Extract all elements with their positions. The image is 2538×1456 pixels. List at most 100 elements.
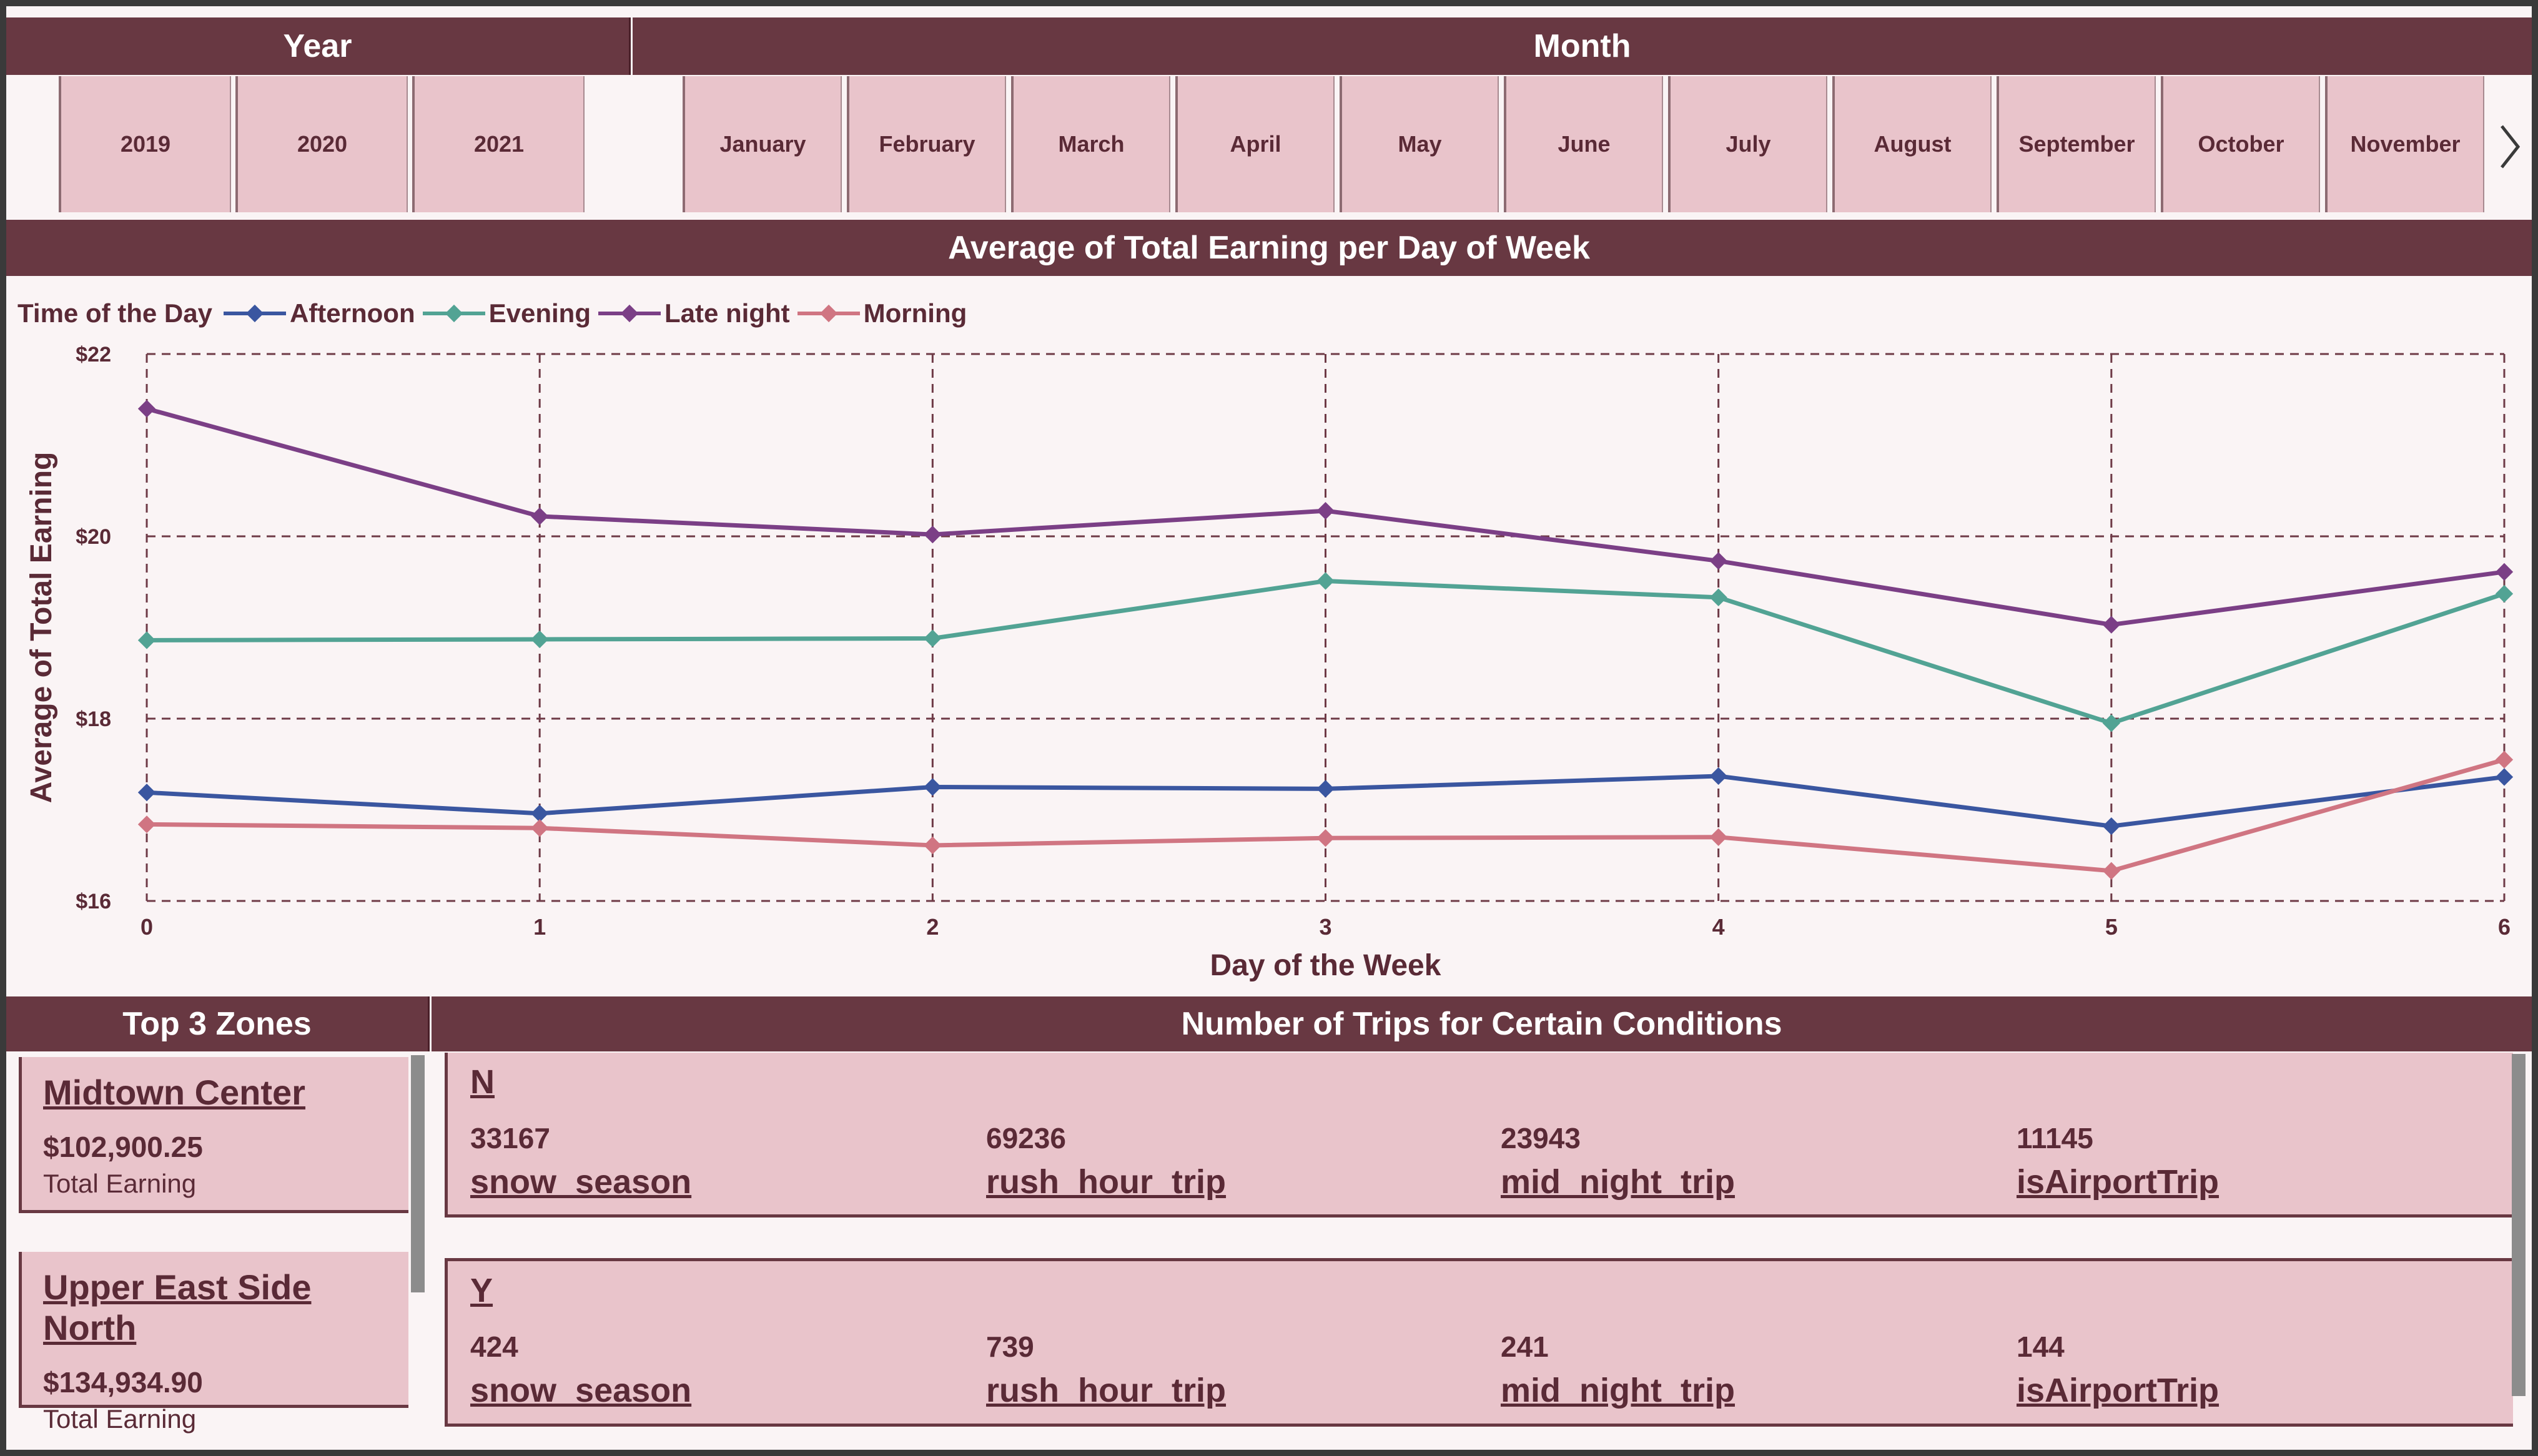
metric-label[interactable]: isAirportTrip [2017,1372,2220,1409]
conditions-scrollbar[interactable] [2512,1054,2526,1396]
legend-item-afternoon[interactable]: Afternoon [223,298,415,328]
metric-is-airport-trip: 11145 isAirportTrip [2017,1121,2454,1201]
condition-flag[interactable]: N [470,1063,495,1101]
x-tick-label: 4 [1712,914,1725,940]
metric-rush-hour-trip: 69236 rush_hour_trip [986,1121,1423,1201]
data-point-late-night [137,400,156,418]
legend-title: Time of the Day [17,298,212,328]
zone-total-earning-label: Total Earning [43,1404,197,1434]
metric-value: 33167 [470,1122,550,1154]
metric-label[interactable]: snow_season [470,1163,692,1201]
line-chart: $16 $18 $20 $22 0 1 2 3 4 5 6 Day of the Week Averag… [25,343,2514,982]
metric-value: 739 [986,1331,1034,1363]
data-point-afternoon [2495,768,2514,786]
y-tick-label: $18 [76,707,111,731]
month-tile-november[interactable]: November [2325,76,2484,212]
metric-snow-season: 33167 snow_season [470,1121,907,1201]
legend-item-evening[interactable]: Evening [422,298,591,328]
metric-value: 11145 [2017,1122,2093,1154]
zone-total-earning-value: $102,900.25 [43,1131,203,1163]
month-tile-july[interactable]: July [1668,76,1827,212]
metric-label[interactable]: isAirportTrip [2017,1163,2220,1201]
data-point-late-night [2495,563,2514,581]
dashboard: Year Month 2019 2020 2021 January Februa… [6,6,2532,1450]
year-tile-2021[interactable]: 2021 [412,76,585,212]
conditions-header: Number of Trips for Certain Conditions [432,996,2532,1051]
chart-header: Average of Total Earning per Day of Week [6,220,2532,276]
year-filter-title: Year [283,28,352,64]
metric-value: 241 [1501,1331,1549,1363]
zone-name[interactable]: Upper East Side North [43,1267,312,1347]
legend-label-morning: Morning [863,298,967,328]
month-tile-may[interactable]: May [1340,76,1499,212]
legend-marker-morning [797,304,860,323]
month-tile-june[interactable]: June [1504,76,1663,212]
data-point-afternoon [1316,780,1335,798]
chart-legend: Time of the Day Afternoon Evening Late n… [17,295,974,332]
data-point-evening [1316,572,1335,590]
year-tile-2019[interactable]: 2019 [59,76,231,212]
zone-card: Upper East Side North $134,934.90 Total … [19,1252,408,1434]
month-tile-september[interactable]: September [1997,76,2156,212]
data-point-late-night [531,507,549,526]
data-point-morning [531,819,549,837]
zones-header: Top 3 Zones [6,996,430,1051]
data-point-evening [2495,584,2514,603]
metric-mid-night-trip: 241 mid_night_trip [1501,1330,1938,1410]
data-point-morning [1316,829,1335,847]
data-point-late-night [924,525,942,544]
chevron-right-icon[interactable] [2494,119,2526,175]
legend-marker-evening [422,304,485,323]
metric-label[interactable]: mid_night_trip [1501,1163,1735,1201]
metric-value: 23943 [1501,1122,1581,1154]
data-point-morning [924,836,942,855]
chart-title: Average of Total Earning per Day of Week [948,230,1590,266]
month-tile-march[interactable]: March [1011,76,1170,212]
metric-label[interactable]: snow_season [470,1372,692,1409]
legend-item-morning[interactable]: Morning [797,298,967,328]
x-axis-label: Day of the Week [1210,949,1441,982]
data-point-afternoon [1709,767,1727,785]
metric-label[interactable]: mid_night_trip [1501,1372,1735,1409]
zone-total-earning-label: Total Earning [43,1169,197,1198]
zones-scrollbar[interactable] [411,1055,425,1292]
data-point-evening [137,631,156,649]
zone-name[interactable]: Midtown Center [43,1073,305,1112]
zone-total-earning-value: $134,934.90 [43,1366,203,1399]
legend-label-evening: Evening [488,298,591,328]
month-filter-title: Month [1533,28,1631,64]
x-tick-label: 3 [1319,914,1331,940]
data-point-evening [924,629,942,647]
data-point-morning [2102,862,2120,880]
legend-marker-late-night [598,304,661,323]
y-axis-label: Average of Total Earning [25,452,58,804]
month-tile-october[interactable]: October [2161,76,2320,212]
month-tile-april[interactable]: April [1175,76,1335,212]
metric-label[interactable]: rush_hour_trip [986,1163,1227,1201]
month-tile-february[interactable]: February [847,76,1006,212]
data-point-evening [2102,714,2120,732]
data-point-morning [1709,828,1727,846]
year-tile-2020[interactable]: 2020 [235,76,408,212]
conditions-title: Number of Trips for Certain Conditions [1181,1006,1782,1042]
y-tick-label: $22 [76,343,111,366]
condition-row-n: N 33167 snow_season 69236 rush_hour_trip… [445,1053,2513,1217]
x-tick-label: 2 [926,914,939,940]
condition-flag[interactable]: Y [470,1272,493,1309]
metric-value: 69236 [986,1122,1066,1154]
legend-item-late-night[interactable]: Late night [598,298,790,328]
x-tick-label: 0 [141,914,153,940]
month-filter-header: Month [633,17,2532,75]
y-tick-label: $20 [76,525,111,549]
data-point-morning [137,815,156,834]
metric-label[interactable]: rush_hour_trip [986,1372,1227,1409]
metric-mid-night-trip: 23943 mid_night_trip [1501,1121,1938,1201]
zones-title: Top 3 Zones [122,1006,312,1042]
legend-label-afternoon: Afternoon [289,298,415,328]
data-point-late-night [1316,501,1335,520]
month-tile-january[interactable]: January [683,76,842,212]
legend-marker-afternoon [223,304,286,323]
metric-snow-season: 424 snow_season [470,1330,907,1410]
month-tile-august[interactable]: August [1832,76,1992,212]
data-point-afternoon [2102,817,2120,835]
